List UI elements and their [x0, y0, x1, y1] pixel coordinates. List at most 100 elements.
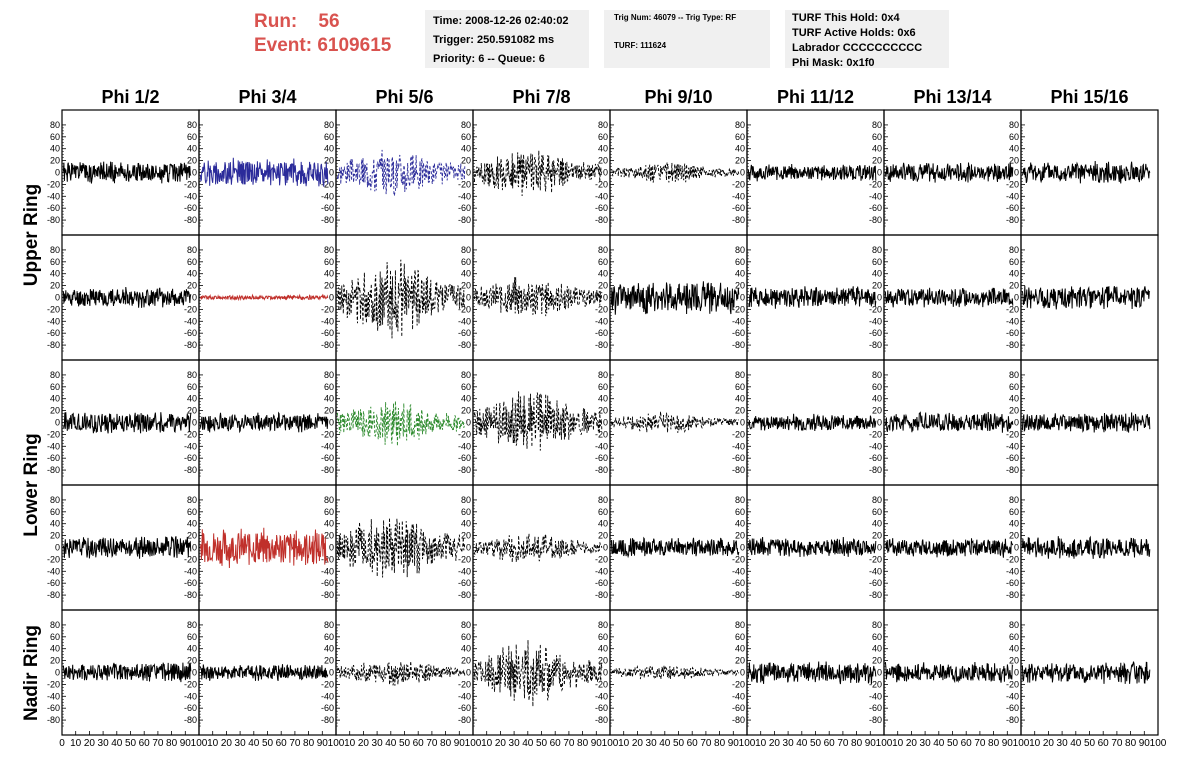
- y-tick-label: 40: [187, 269, 197, 279]
- y-tick-label: -40: [458, 316, 471, 326]
- y-tick-label: -60: [184, 453, 197, 463]
- x-tick-label: 100: [191, 738, 208, 749]
- y-tick-label: -60: [595, 328, 608, 338]
- y-tick-label: 40: [50, 394, 60, 404]
- run-label: Run:: [254, 11, 298, 32]
- y-tick-label: 60: [735, 257, 745, 267]
- y-tick-label: -40: [732, 191, 745, 201]
- x-tick-label: 10: [1029, 738, 1041, 749]
- y-tick-label: 40: [1009, 144, 1019, 154]
- y-tick-label: -80: [184, 715, 197, 725]
- waveform-trace: [748, 286, 877, 309]
- y-tick-label: 60: [187, 632, 197, 642]
- y-tick-label: -20: [1006, 679, 1019, 689]
- waveform-trace: [747, 536, 877, 558]
- x-tick-label: 90: [454, 738, 466, 749]
- y-tick-label: 20: [324, 281, 334, 291]
- y-tick-label: 80: [598, 245, 608, 255]
- y-tick-label: -80: [869, 215, 882, 225]
- y-tick-label: 20: [872, 281, 882, 291]
- y-tick-label: -20: [184, 429, 197, 439]
- y-tick-label: 0: [329, 543, 334, 553]
- y-tick-label: 80: [735, 620, 745, 630]
- y-tick-label: 60: [461, 382, 471, 392]
- y-tick-label: 20: [187, 406, 197, 416]
- y-tick-label: 20: [50, 531, 60, 541]
- y-tick-label: -60: [732, 453, 745, 463]
- y-tick-label: 40: [735, 519, 745, 529]
- y-tick-label: 80: [461, 120, 471, 130]
- y-tick-label: -80: [732, 590, 745, 600]
- x-tick-label: 50: [125, 738, 137, 749]
- y-tick-label: 60: [872, 257, 882, 267]
- y-tick-label: 40: [187, 394, 197, 404]
- y-tick-label: 60: [598, 632, 608, 642]
- y-tick-label: 80: [872, 495, 882, 505]
- y-tick-label: 20: [187, 156, 197, 166]
- x-tick-label: 90: [728, 738, 740, 749]
- y-tick-label: 0: [740, 543, 745, 553]
- y-tick-label: 0: [603, 293, 608, 303]
- y-tick-label: -80: [458, 590, 471, 600]
- y-tick-label: 0: [877, 418, 882, 428]
- y-tick-label: -80: [595, 590, 608, 600]
- waveform-trace: [199, 157, 329, 187]
- y-tick-label: 60: [598, 132, 608, 142]
- y-tick-label: -60: [184, 703, 197, 713]
- y-tick-label: -80: [1006, 590, 1019, 600]
- waveform-trace: [62, 412, 192, 434]
- turf-hold-text: TURF This Hold: 0x4: [792, 12, 900, 24]
- y-tick-label: -60: [458, 578, 471, 588]
- y-tick-label: -20: [47, 679, 60, 689]
- y-tick-label: 80: [50, 495, 60, 505]
- y-tick-label: -60: [184, 328, 197, 338]
- x-tick-label: 40: [933, 738, 945, 749]
- y-tick-label: 80: [187, 245, 197, 255]
- event-value: 6109615: [317, 35, 392, 56]
- y-tick-label: 20: [1009, 156, 1019, 166]
- x-tick-label: 30: [372, 738, 384, 749]
- y-tick-label: 80: [598, 495, 608, 505]
- y-tick-label: 40: [187, 519, 197, 529]
- y-tick-label: 80: [872, 620, 882, 630]
- y-tick-label: -60: [321, 453, 334, 463]
- y-tick-label: -60: [458, 453, 471, 463]
- y-tick-label: 80: [461, 495, 471, 505]
- y-tick-label: 20: [872, 656, 882, 666]
- y-tick-label: 40: [735, 144, 745, 154]
- y-tick-label: 80: [324, 370, 334, 380]
- column-header: Phi 3/4: [238, 87, 297, 107]
- y-tick-label: 0: [603, 168, 608, 178]
- y-tick-label: 0: [603, 418, 608, 428]
- column-header: Phi 9/10: [644, 87, 713, 107]
- y-tick-label: -20: [869, 179, 882, 189]
- y-tick-label: 40: [735, 644, 745, 654]
- x-tick-label: 40: [1070, 738, 1082, 749]
- y-tick-label: 20: [872, 531, 882, 541]
- x-tick-label: 50: [1084, 738, 1096, 749]
- y-tick-label: 20: [461, 156, 471, 166]
- x-tick-label: 60: [550, 738, 562, 749]
- x-tick-label: 60: [413, 738, 425, 749]
- waveform-trace: [199, 411, 329, 434]
- x-tick-label: 30: [98, 738, 110, 749]
- y-tick-label: -60: [869, 453, 882, 463]
- panel-frame: [335, 484, 474, 611]
- x-tick-label: 10: [892, 738, 904, 749]
- y-tick-label: -80: [869, 715, 882, 725]
- y-tick-label: 40: [461, 644, 471, 654]
- x-tick-label: 40: [796, 738, 808, 749]
- phi-mask-text: Phi Mask: 0x1f0: [792, 57, 875, 69]
- y-tick-label: 20: [324, 406, 334, 416]
- x-tick-label: 100: [1013, 738, 1030, 749]
- y-tick-label: -60: [732, 703, 745, 713]
- y-tick-label: -40: [321, 316, 334, 326]
- y-tick-label: -80: [47, 715, 60, 725]
- y-tick-label: 20: [735, 531, 745, 541]
- y-tick-label: 60: [187, 132, 197, 142]
- y-tick-label: 80: [598, 370, 608, 380]
- x-tick-label: 70: [974, 738, 986, 749]
- y-tick-label: 60: [735, 132, 745, 142]
- waveform-trace: [199, 664, 329, 682]
- y-tick-label: -40: [595, 441, 608, 451]
